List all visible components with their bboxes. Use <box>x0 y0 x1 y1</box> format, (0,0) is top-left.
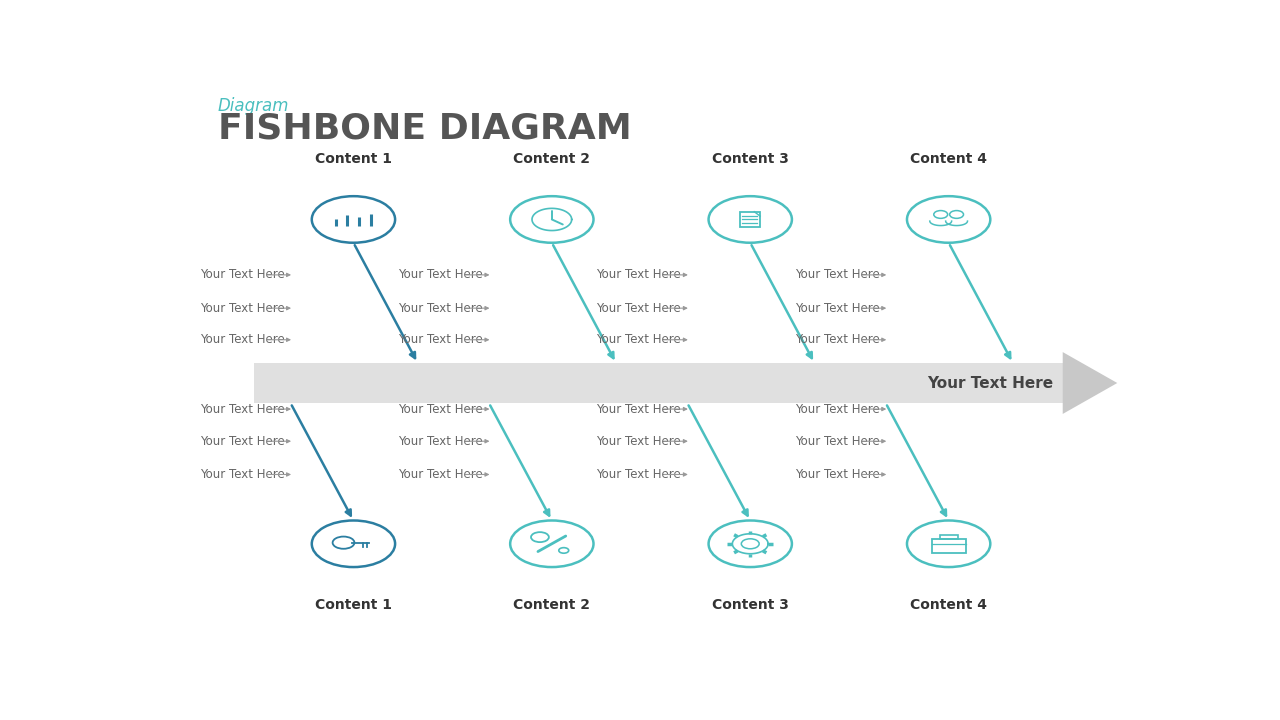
Text: Your Text Here: Your Text Here <box>596 468 681 481</box>
Circle shape <box>312 196 396 243</box>
Text: Content 2: Content 2 <box>513 598 590 611</box>
Text: Content 3: Content 3 <box>712 598 788 611</box>
Text: Content 4: Content 4 <box>910 152 987 166</box>
Polygon shape <box>1062 352 1117 414</box>
Text: Diagram: Diagram <box>218 97 289 115</box>
Text: Your Text Here: Your Text Here <box>795 435 879 448</box>
Text: Your Text Here: Your Text Here <box>398 468 483 481</box>
Text: Your Text Here: Your Text Here <box>398 269 483 282</box>
Text: Your Text Here: Your Text Here <box>200 302 284 315</box>
Text: Content 4: Content 4 <box>910 598 987 611</box>
Circle shape <box>709 521 792 567</box>
Text: Content 2: Content 2 <box>513 152 590 166</box>
Text: Your Text Here: Your Text Here <box>596 402 681 415</box>
Text: FISHBONE DIAGRAM: FISHBONE DIAGRAM <box>218 112 631 145</box>
Circle shape <box>709 196 792 243</box>
Text: Content 1: Content 1 <box>315 598 392 611</box>
Text: Your Text Here: Your Text Here <box>200 402 284 415</box>
FancyBboxPatch shape <box>255 363 1062 403</box>
Text: Your Text Here: Your Text Here <box>596 435 681 448</box>
Text: Your Text Here: Your Text Here <box>398 333 483 346</box>
Text: Your Text Here: Your Text Here <box>795 468 879 481</box>
Circle shape <box>559 548 568 553</box>
Text: Your Text Here: Your Text Here <box>795 302 879 315</box>
Text: Your Text Here: Your Text Here <box>596 302 681 315</box>
Text: Your Text Here: Your Text Here <box>200 468 284 481</box>
Text: Your Text Here: Your Text Here <box>398 435 483 448</box>
Circle shape <box>908 196 991 243</box>
Circle shape <box>531 532 549 542</box>
Text: Content 1: Content 1 <box>315 152 392 166</box>
Text: Your Text Here: Your Text Here <box>398 302 483 315</box>
Text: Your Text Here: Your Text Here <box>795 402 879 415</box>
Text: Your Text Here: Your Text Here <box>795 269 879 282</box>
Text: Your Text Here: Your Text Here <box>596 269 681 282</box>
Circle shape <box>908 521 991 567</box>
Circle shape <box>511 521 594 567</box>
Text: Your Text Here: Your Text Here <box>596 333 681 346</box>
Text: Your Text Here: Your Text Here <box>200 333 284 346</box>
Text: Your Text Here: Your Text Here <box>200 435 284 448</box>
Circle shape <box>511 196 594 243</box>
Text: Your Text Here: Your Text Here <box>398 402 483 415</box>
Text: Your Text Here: Your Text Here <box>795 333 879 346</box>
Text: Your Text Here: Your Text Here <box>927 376 1052 390</box>
Text: Content 3: Content 3 <box>712 152 788 166</box>
Text: Your Text Here: Your Text Here <box>200 269 284 282</box>
Circle shape <box>312 521 396 567</box>
